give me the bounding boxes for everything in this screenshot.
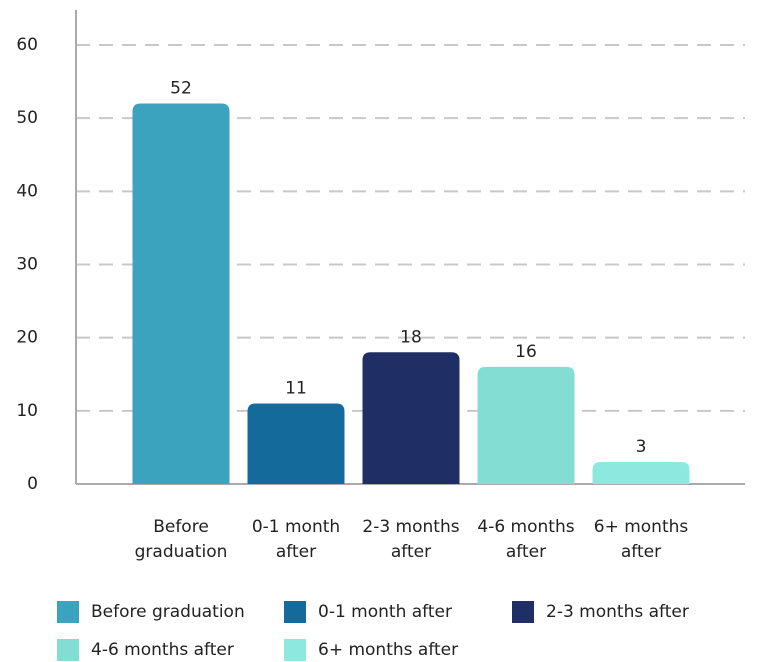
bar (247, 403, 345, 484)
legend-label: 2-3 months after (546, 602, 689, 622)
y-tick-label: 20 (16, 328, 38, 348)
legend-label: Before graduation (91, 602, 245, 622)
value-label: 16 (515, 342, 537, 362)
legend-label: 6+ months after (318, 640, 458, 660)
x-tick-label: 4-6 months after (477, 517, 574, 562)
bar (592, 462, 690, 484)
y-tick-label: 30 (16, 255, 38, 275)
y-tick-label: 50 (16, 108, 38, 128)
legend-swatch (57, 639, 79, 661)
bar (132, 103, 230, 485)
legend-swatch (284, 601, 306, 623)
legend-swatch (57, 601, 79, 623)
x-tick-label: 0-1 month after (252, 517, 340, 562)
y-tick-label: 10 (16, 401, 38, 421)
bar (477, 366, 575, 484)
legend-swatch (512, 601, 534, 623)
x-tick-label: Before graduation (135, 517, 228, 562)
bar (362, 352, 460, 484)
legend-label: 4-6 months after (91, 640, 234, 660)
y-tick-label: 60 (16, 35, 38, 55)
value-label: 18 (400, 327, 422, 347)
value-label: 11 (285, 379, 307, 399)
x-tick-label: 6+ months after (594, 517, 689, 562)
legend-swatch (284, 639, 306, 661)
value-label: 3 (636, 437, 647, 457)
y-tick-label: 40 (16, 181, 38, 201)
x-tick-label: 2-3 months after (362, 517, 459, 562)
y-tick-label: 0 (27, 474, 38, 494)
legend-label: 0-1 month after (318, 602, 452, 622)
value-label: 52 (170, 79, 192, 99)
